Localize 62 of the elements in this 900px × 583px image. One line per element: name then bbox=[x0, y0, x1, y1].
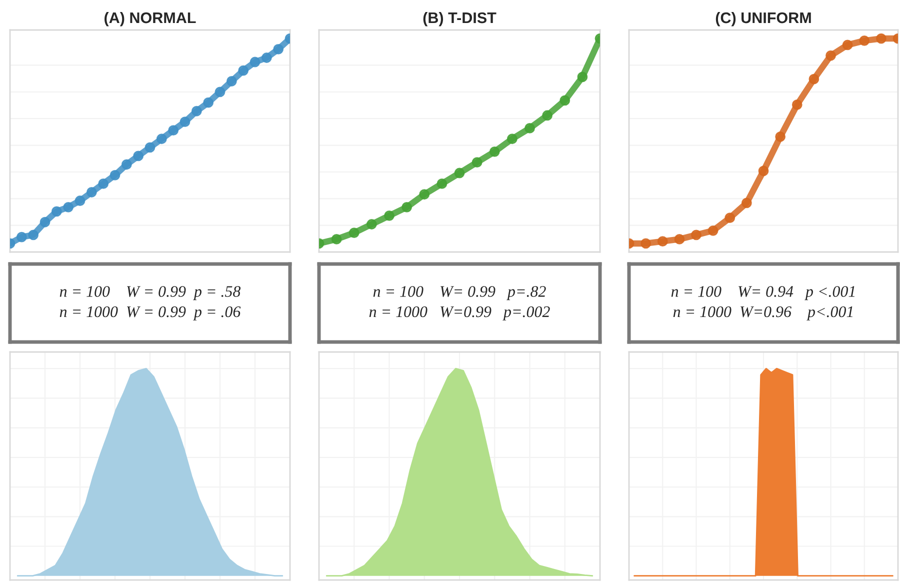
point bbox=[454, 168, 465, 178]
text: n = 1000 W = 0.99 p = .06 bbox=[60, 306, 241, 320]
point bbox=[402, 202, 412, 212]
point bbox=[273, 44, 284, 54]
point bbox=[640, 238, 652, 249]
point bbox=[775, 132, 786, 142]
point bbox=[203, 97, 214, 108]
point bbox=[366, 219, 377, 230]
text: n = 100 W= 0.94 p <.001 bbox=[671, 286, 854, 300]
point bbox=[542, 110, 553, 121]
point bbox=[144, 142, 156, 153]
point bbox=[86, 187, 97, 198]
point bbox=[16, 232, 27, 242]
point bbox=[63, 202, 74, 212]
point bbox=[859, 35, 870, 46]
point bbox=[331, 234, 342, 244]
point bbox=[724, 212, 736, 224]
point bbox=[826, 50, 836, 61]
point bbox=[419, 189, 430, 200]
point bbox=[214, 86, 226, 98]
point bbox=[226, 76, 237, 86]
point bbox=[238, 65, 249, 76]
point bbox=[560, 95, 570, 106]
point bbox=[156, 134, 167, 144]
point bbox=[876, 33, 886, 44]
point bbox=[506, 134, 518, 144]
point bbox=[250, 56, 260, 68]
point bbox=[168, 125, 179, 136]
text: n = 1000 W=0.99 p=.002 bbox=[369, 306, 550, 320]
point bbox=[472, 157, 482, 168]
point bbox=[121, 159, 132, 170]
point bbox=[674, 234, 685, 244]
point bbox=[110, 170, 120, 180]
point bbox=[436, 178, 448, 189]
point bbox=[348, 228, 360, 238]
point bbox=[842, 40, 853, 50]
point bbox=[792, 100, 802, 110]
chart-title: (C) UNIFORM bbox=[716, 12, 811, 26]
point bbox=[758, 166, 769, 176]
point bbox=[741, 198, 752, 208]
point bbox=[691, 230, 702, 240]
point bbox=[133, 150, 144, 162]
text: n = 1000 W=0.96 p<.001 bbox=[673, 306, 852, 320]
point bbox=[180, 116, 190, 127]
point bbox=[657, 236, 668, 247]
point bbox=[384, 210, 394, 221]
point bbox=[191, 106, 202, 116]
point bbox=[28, 230, 39, 240]
point bbox=[524, 122, 535, 134]
point bbox=[708, 225, 718, 236]
point bbox=[98, 178, 109, 189]
point bbox=[808, 74, 820, 84]
text: n = 100 W= 0.99 p=.82 bbox=[373, 286, 546, 300]
point bbox=[577, 72, 588, 82]
point bbox=[51, 206, 62, 217]
point bbox=[489, 146, 500, 157]
text: n = 100 W = 0.99 p = .58 bbox=[60, 286, 241, 300]
point bbox=[74, 196, 86, 206]
chart-title: (A) NORMAL bbox=[104, 12, 196, 26]
chart-title: (B) T-DIST bbox=[423, 12, 496, 26]
point bbox=[40, 216, 50, 228]
point bbox=[261, 52, 272, 63]
